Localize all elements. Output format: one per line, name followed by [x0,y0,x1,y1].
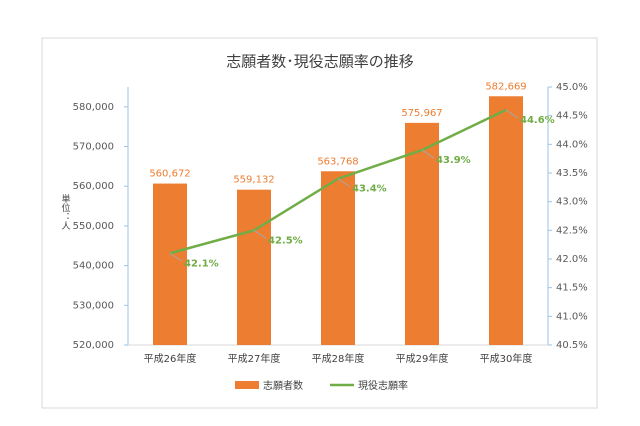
y2-tick-label: 44.0% [556,139,588,150]
y-tick-label: 540,000 [73,261,114,272]
y2-tick-label: 41.5% [556,283,588,294]
label-leader [505,109,519,119]
bar-label: 559,132 [233,175,274,186]
bar [405,122,439,345]
y-axis-label: 単位：人 [60,193,71,230]
line-label: 43.4% [352,184,387,195]
legend-label: 志願者数 [263,379,303,392]
bar [237,189,271,345]
y2-tick-label: 42.0% [556,254,588,265]
x-tick-label: 平成28年度 [312,352,365,365]
y2-tick-label: 42.5% [556,225,588,236]
label-leader [337,178,351,188]
x-tick-label: 平成30年度 [480,352,533,365]
y-tick-label: 580,000 [73,102,114,113]
x-tick-label: 平成27年度 [228,352,281,365]
line-label: 44.6% [520,115,555,126]
legend-label: 現役志願率 [358,379,408,392]
y2-tick-label: 43.0% [556,197,588,208]
bar [153,183,187,345]
label-leader [421,149,435,159]
y2-tick-label: 40.5% [556,340,588,351]
bar-label: 582,669 [485,81,526,92]
legend-swatch [235,381,259,389]
y2-tick-label: 44.5% [556,111,588,122]
y-tick-label: 570,000 [73,142,114,153]
y2-tick-label: 41.0% [556,311,588,322]
line-label: 42.5% [268,235,303,246]
line-label: 43.9% [436,155,471,166]
chart-title: 志願者数･現役志願率の推移 [226,53,414,71]
bar [321,171,355,345]
y-tick-label: 520,000 [73,340,114,351]
y-tick-label: 560,000 [73,181,114,192]
x-tick-label: 平成29年度 [396,352,449,365]
label-leader [169,252,183,262]
bar-label: 575,967 [401,108,442,119]
line-label: 42.1% [184,258,219,269]
bar-label: 563,768 [317,156,358,167]
bar-label: 560,672 [149,169,190,180]
bar [489,96,523,345]
y2-tick-label: 43.5% [556,168,588,179]
y-tick-label: 530,000 [73,300,114,311]
x-tick-label: 平成26年度 [144,352,197,365]
y2-tick-label: 45.0% [556,82,588,93]
label-leader [253,229,267,239]
y-tick-label: 550,000 [73,221,114,232]
